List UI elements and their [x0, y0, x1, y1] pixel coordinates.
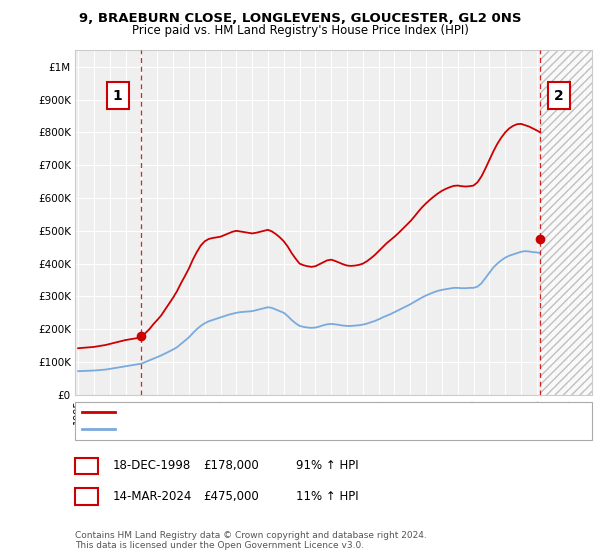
- Text: 9, BRAEBURN CLOSE, LONGLEVENS, GLOUCESTER, GL2 0NS: 9, BRAEBURN CLOSE, LONGLEVENS, GLOUCESTE…: [79, 12, 521, 25]
- Text: 18-DEC-1998: 18-DEC-1998: [113, 459, 191, 473]
- Text: 1: 1: [82, 459, 91, 473]
- Text: 91% ↑ HPI: 91% ↑ HPI: [296, 459, 358, 473]
- Text: 9, BRAEBURN CLOSE, LONGLEVENS, GLOUCESTER, GL2 0NS (detached house): 9, BRAEBURN CLOSE, LONGLEVENS, GLOUCESTE…: [121, 407, 527, 417]
- FancyBboxPatch shape: [107, 82, 129, 109]
- FancyBboxPatch shape: [548, 82, 570, 109]
- Text: Price paid vs. HM Land Registry's House Price Index (HPI): Price paid vs. HM Land Registry's House …: [131, 24, 469, 36]
- Text: 2: 2: [82, 490, 91, 503]
- Text: 2: 2: [554, 88, 564, 102]
- Text: £475,000: £475,000: [203, 490, 259, 503]
- Bar: [540, 50, 592, 395]
- Text: HPI: Average price, detached house, Gloucester: HPI: Average price, detached house, Glou…: [121, 424, 371, 434]
- Text: Contains HM Land Registry data © Crown copyright and database right 2024.
This d: Contains HM Land Registry data © Crown c…: [75, 531, 427, 550]
- Text: 11% ↑ HPI: 11% ↑ HPI: [296, 490, 358, 503]
- Text: £178,000: £178,000: [203, 459, 259, 473]
- Text: 14-MAR-2024: 14-MAR-2024: [113, 490, 192, 503]
- Text: 1: 1: [113, 88, 122, 102]
